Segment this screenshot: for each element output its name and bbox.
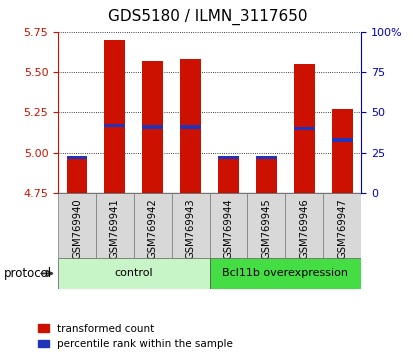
Text: GDS5180 / ILMN_3117650: GDS5180 / ILMN_3117650	[108, 9, 307, 25]
Bar	[105, 124, 125, 127]
Bar	[105, 40, 125, 193]
Text: control: control	[115, 268, 153, 279]
Text: protocol: protocol	[4, 267, 52, 280]
Bar	[256, 156, 277, 193]
Text: GSM769944: GSM769944	[224, 198, 234, 259]
FancyBboxPatch shape	[210, 193, 247, 258]
Bar	[210, 258, 361, 289]
Text: GSM769940: GSM769940	[72, 198, 82, 259]
FancyBboxPatch shape	[286, 193, 323, 258]
FancyBboxPatch shape	[96, 193, 134, 258]
Bar	[58, 258, 210, 289]
Bar	[294, 64, 315, 193]
Bar	[332, 138, 352, 142]
Bar	[180, 59, 201, 193]
Bar	[294, 127, 315, 130]
FancyBboxPatch shape	[247, 193, 286, 258]
Bar	[218, 158, 239, 193]
Legend: transformed count, percentile rank within the sample: transformed count, percentile rank withi…	[39, 324, 233, 349]
Bar	[67, 158, 88, 193]
FancyBboxPatch shape	[134, 193, 172, 258]
Bar	[180, 125, 201, 129]
Text: Bcl11b overexpression: Bcl11b overexpression	[222, 268, 348, 279]
Bar	[67, 156, 88, 159]
Text: GSM769941: GSM769941	[110, 198, 120, 259]
FancyBboxPatch shape	[58, 193, 96, 258]
Text: GSM769943: GSM769943	[186, 198, 195, 259]
FancyBboxPatch shape	[323, 193, 361, 258]
FancyBboxPatch shape	[172, 193, 210, 258]
Bar	[332, 109, 352, 193]
Bar	[142, 61, 163, 193]
Text: GSM769942: GSM769942	[148, 198, 158, 259]
Text: GSM769946: GSM769946	[299, 198, 309, 259]
Bar	[218, 156, 239, 159]
Bar	[142, 125, 163, 129]
Bar	[256, 156, 277, 159]
Text: GSM769945: GSM769945	[261, 198, 271, 259]
Text: GSM769947: GSM769947	[337, 198, 347, 259]
